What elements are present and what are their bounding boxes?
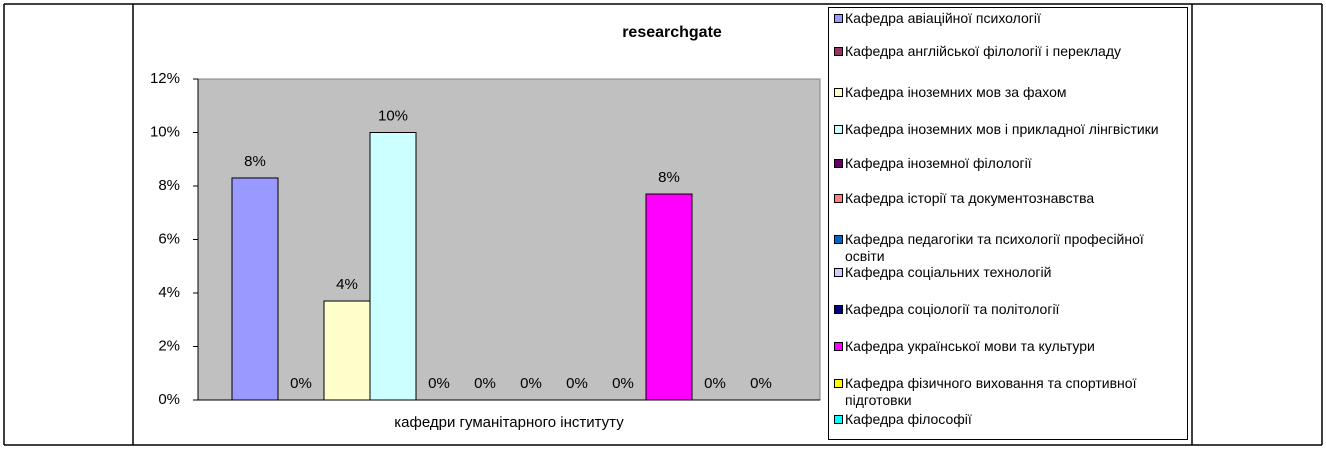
legend-item: Кафедра англійської філології і переклад…: [833, 43, 1175, 60]
bar: [369, 132, 417, 401]
data-label: 0%: [612, 375, 634, 392]
legend-label: Кафедра іноземних мов за фахом: [845, 84, 1067, 100]
legend-label: Кафедра фізичного виховання та спортивно…: [845, 375, 1137, 408]
legend-item: Кафедра філософії: [833, 411, 1175, 428]
legend-swatch: [834, 379, 843, 388]
data-label: 0%: [566, 375, 588, 392]
y-tick-label: 8%: [158, 177, 180, 194]
data-label: 8%: [244, 153, 266, 170]
legend: Кафедра авіаційної психології Кафедра анг…: [828, 7, 1188, 440]
bar: [645, 193, 693, 401]
legend-swatch: [834, 194, 843, 203]
legend-item: Кафедра іноземних мов і прикладної лінгв…: [833, 121, 1175, 138]
legend-label: Кафедра іноземних мов і прикладної лінгв…: [845, 121, 1159, 137]
y-tick-label: 10%: [150, 123, 180, 140]
legend-label: Кафедра філософії: [845, 411, 972, 427]
bar: [231, 177, 279, 401]
legend-label: Кафедра української мови та культури: [845, 338, 1095, 354]
legend-swatch: [834, 88, 843, 97]
legend-swatch: [834, 47, 843, 56]
data-label: 0%: [428, 375, 450, 392]
data-label: 8%: [658, 169, 680, 186]
data-label: 0%: [704, 375, 726, 392]
legend-swatch: [834, 14, 843, 23]
bar: [323, 300, 371, 401]
legend-item: Кафедра педагогіки та психології професі…: [833, 231, 1175, 265]
legend-item: Кафедра авіаційної психології: [833, 10, 1175, 27]
legend-label: Кафедра соціології та політології: [845, 301, 1060, 317]
legend-label: Кафедра англійської філології і переклад…: [845, 43, 1122, 59]
data-label: 10%: [378, 107, 408, 124]
legend-item: Кафедра фізичного виховання та спортивно…: [833, 375, 1175, 409]
legend-label: Кафедра соціальних технологій: [845, 264, 1052, 280]
data-label: 4%: [336, 276, 358, 293]
legend-swatch: [834, 415, 843, 424]
legend-swatch: [834, 235, 843, 244]
legend-item: Кафедра соціології та політології: [833, 301, 1175, 318]
data-label: 0%: [520, 375, 542, 392]
y-tick-label: 6%: [158, 230, 180, 247]
table-frame: [3, 3, 1323, 446]
data-label: 0%: [290, 375, 312, 392]
chart-title: researchgate: [622, 24, 722, 41]
x-axis-label: кафедри гуманітарного інституту: [394, 414, 624, 431]
plot-area: [197, 78, 821, 401]
legend-label: Кафедра педагогіки та психології професі…: [845, 231, 1144, 264]
legend-label: Кафедра історії та документознавства: [845, 190, 1095, 206]
legend-swatch: [834, 342, 843, 351]
data-label: 0%: [750, 375, 772, 392]
y-tick-label: 0%: [158, 391, 180, 408]
legend-item: Кафедра української мови та культури: [833, 338, 1175, 355]
legend-swatch: [834, 125, 843, 134]
legend-label: Кафедра авіаційної психології: [845, 10, 1041, 26]
y-tick-label: 12%: [150, 70, 180, 87]
y-tick-label: 2%: [158, 337, 180, 354]
legend-label: Кафедра іноземної філології: [845, 155, 1032, 171]
legend-swatch: [834, 159, 843, 168]
legend-item: Кафедра соціальних технологій: [833, 264, 1175, 281]
legend-item: Кафедра історії та документознавства: [833, 190, 1175, 207]
legend-item: Кафедра іноземної філології: [833, 155, 1175, 172]
legend-item: Кафедра іноземних мов за фахом: [833, 84, 1175, 101]
legend-swatch: [834, 305, 843, 314]
data-label: 0%: [474, 375, 496, 392]
y-tick-label: 4%: [158, 284, 180, 301]
legend-swatch: [834, 268, 843, 277]
